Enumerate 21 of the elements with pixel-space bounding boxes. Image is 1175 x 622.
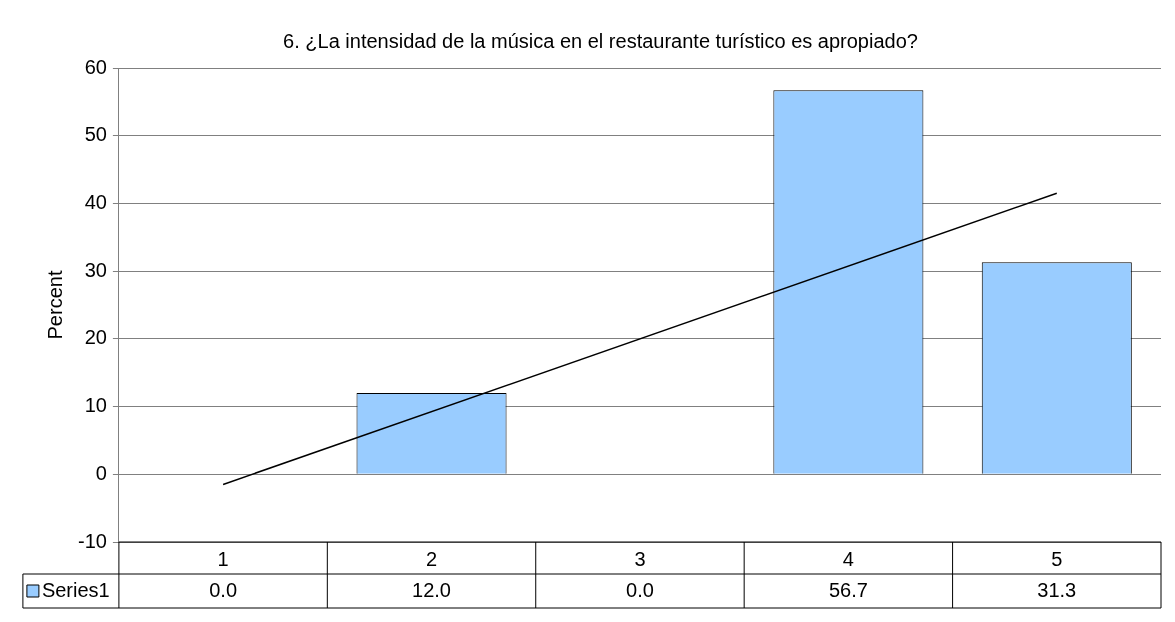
data-label: 31.3: [1037, 578, 1077, 601]
x-tick-label: 1: [217, 547, 229, 570]
y-tick-label: 20: [84, 326, 107, 349]
x-tick-label: 2: [425, 547, 438, 570]
y-tick-label: 40: [84, 190, 107, 213]
data-label: 0.0: [626, 578, 654, 601]
y-tick-label: 30: [84, 258, 107, 281]
y-tick-label: 0: [95, 461, 107, 484]
legend-label: Series1: [41, 578, 110, 601]
y-tick-label: 50: [84, 123, 107, 146]
y-tick-label: -10: [78, 529, 107, 552]
x-tick-label: 4: [842, 547, 854, 570]
y-tick-label: 60: [84, 55, 107, 78]
chart-title: 6. ¿La intensidad de la música en el restaurante turístico es apropiado?: [283, 29, 918, 52]
data-label: 56.7: [828, 578, 868, 601]
data-label: 12.0: [412, 578, 451, 601]
y-axis-title: Percent: [43, 270, 66, 340]
data-label: 0.0: [209, 578, 238, 601]
y-tick-label: 10: [84, 394, 107, 417]
x-tick-label: 3: [634, 547, 646, 570]
x-tick-label: 5: [1051, 547, 1063, 570]
